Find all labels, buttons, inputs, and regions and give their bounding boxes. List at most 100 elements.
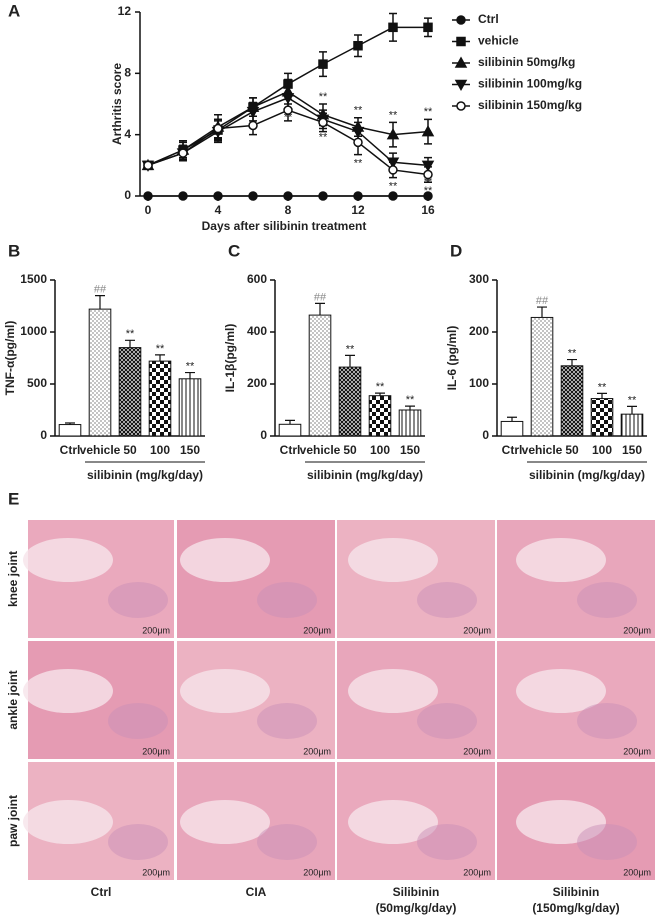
- x-tick-label: vehicle: [80, 443, 121, 457]
- marker: [388, 22, 398, 33]
- column-label: Silibinin: [393, 885, 440, 899]
- histology-image: [177, 520, 335, 638]
- bar: [278, 423, 302, 437]
- column-label: Ctrl: [91, 885, 112, 899]
- y-tick-label: 0: [124, 188, 131, 202]
- panel-label: D: [450, 241, 462, 260]
- bar: [118, 347, 142, 437]
- significance-label: **: [354, 105, 363, 117]
- significance-label: **: [389, 109, 398, 121]
- tissue-feature: [23, 800, 113, 844]
- y-axis-label: IL-6 (pg/ml): [445, 326, 459, 391]
- bar: [620, 413, 644, 437]
- significance-label: ##: [314, 291, 327, 303]
- significance-label: ##: [536, 295, 549, 307]
- x-tick-label: 150: [180, 443, 200, 457]
- panel-label: A: [8, 1, 20, 20]
- legend-label: silibinin 50mg/kg: [478, 55, 575, 69]
- significance-label: **: [628, 394, 637, 406]
- y-axis-label: Arthritis score: [110, 63, 124, 145]
- panel-label: B: [8, 241, 20, 260]
- marker: [456, 36, 466, 47]
- tissue-feature: [417, 582, 477, 618]
- x-tick-label: 100: [592, 443, 612, 457]
- marker: [246, 106, 260, 119]
- marker: [281, 93, 295, 105]
- scale-bar-label: 200μm: [142, 746, 170, 756]
- significance-label: **: [424, 106, 433, 118]
- y-tick-label: 1500: [20, 272, 47, 286]
- tissue-feature: [348, 669, 438, 713]
- tissue-feature: [23, 538, 113, 582]
- error-bar: [285, 419, 295, 425]
- y-tick-label: 0: [40, 428, 47, 442]
- tissue-feature: [180, 538, 270, 582]
- group-label: silibinin (mg/kg/day): [529, 468, 645, 482]
- tissue-feature: [577, 703, 637, 739]
- x-tick-label: Ctrl: [280, 443, 301, 457]
- x-tick-label: 16: [421, 203, 435, 217]
- scale-bar-label: 200μm: [623, 746, 651, 756]
- x-tick-label: 0: [145, 203, 152, 217]
- group-label: silibinin (mg/kg/day): [87, 468, 203, 482]
- significance-label: **: [354, 158, 363, 170]
- error-bar: [345, 354, 355, 368]
- significance-label: **: [406, 394, 415, 406]
- tissue-feature: [180, 669, 270, 713]
- marker: [456, 101, 466, 111]
- tissue-feature: [577, 582, 637, 618]
- error-bar: [507, 416, 517, 422]
- scale-bar-label: 200μm: [303, 625, 331, 635]
- significance-label: **: [424, 185, 433, 197]
- error-bar: [567, 358, 577, 366]
- scale-bar-label: 200μm: [623, 867, 651, 877]
- x-tick-label: 4: [215, 203, 222, 217]
- marker: [353, 191, 363, 201]
- marker: [318, 191, 328, 201]
- error-bar: [537, 306, 547, 318]
- error-bar: [185, 371, 195, 379]
- significance-label: **: [186, 360, 195, 372]
- x-tick-label: vehicle: [300, 443, 341, 457]
- marker: [386, 128, 400, 140]
- tissue-feature: [23, 669, 113, 713]
- y-tick-label: 0: [260, 428, 267, 442]
- marker: [283, 191, 293, 201]
- marker: [248, 120, 258, 131]
- significance-label: **: [346, 343, 355, 355]
- tissue-feature: [417, 824, 477, 860]
- y-axis-label: TNF-α(pg/ml): [3, 321, 17, 396]
- column-label: (50mg/kg/day): [376, 901, 457, 915]
- significance-label: **: [319, 131, 328, 143]
- bar: [58, 424, 82, 437]
- marker: [454, 79, 468, 92]
- marker: [248, 191, 258, 201]
- marker: [456, 15, 466, 25]
- row-label: ankle joint: [6, 670, 20, 729]
- x-tick-label: 50: [565, 443, 579, 457]
- x-tick-label: Ctrl: [60, 443, 81, 457]
- scale-bar-label: 200μm: [463, 746, 491, 756]
- marker: [213, 191, 223, 201]
- bar: [398, 409, 422, 437]
- scale-bar-label: 200μm: [463, 867, 491, 877]
- tissue-feature: [257, 582, 317, 618]
- scale-bar-label: 200μm: [142, 625, 170, 635]
- legend-label: vehicle: [478, 34, 519, 48]
- y-tick-label: 12: [118, 4, 132, 18]
- marker: [388, 191, 398, 201]
- panel-label: E: [8, 489, 19, 508]
- marker: [421, 160, 435, 172]
- row-label: paw joint: [6, 795, 20, 847]
- y-axis-label: IL-1β(pg/ml): [223, 324, 237, 393]
- marker: [423, 169, 433, 180]
- tissue-feature: [348, 538, 438, 582]
- legend-label: Ctrl: [478, 12, 499, 26]
- marker: [353, 137, 363, 148]
- marker: [178, 191, 188, 201]
- tissue-feature: [417, 703, 477, 739]
- y-tick-label: 100: [469, 376, 489, 390]
- marker: [143, 160, 153, 171]
- scale-bar-label: 200μm: [303, 867, 331, 877]
